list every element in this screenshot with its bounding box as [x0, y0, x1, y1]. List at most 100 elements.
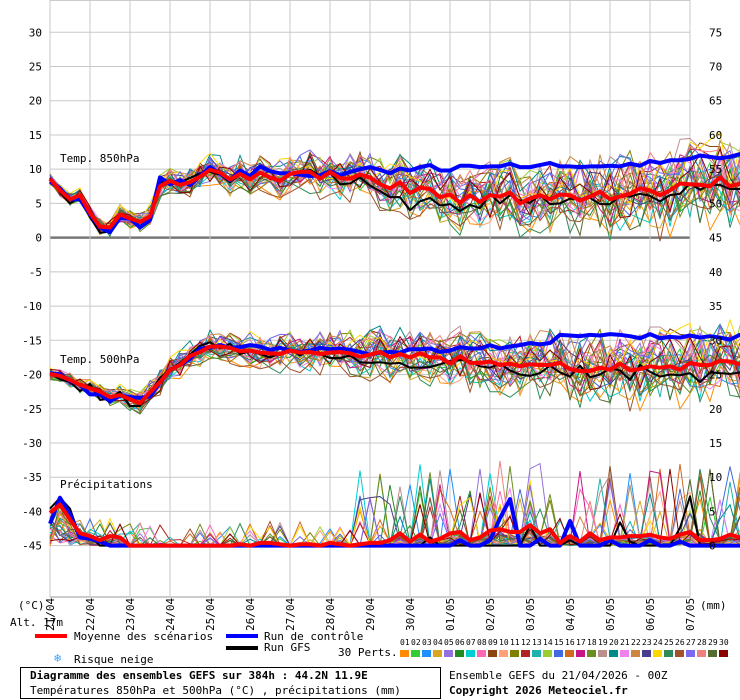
pert-legend-swatch	[697, 650, 706, 657]
pert-legend-label: 26	[675, 638, 685, 647]
right-tick-label: 60	[709, 129, 722, 142]
right-tick-label: 75	[709, 26, 722, 39]
left-tick-label: 15	[29, 129, 42, 142]
left-tick-label: -20	[22, 369, 42, 382]
legend-snow-label: Risque neige	[74, 653, 154, 666]
pert-line-850	[49, 163, 740, 241]
pert-legend-swatch	[422, 650, 431, 657]
pert-legend-swatch	[631, 650, 640, 657]
date-tick-label: 06/05	[644, 598, 657, 631]
legend-control-label: Run de contrôle	[264, 630, 364, 643]
pert-legend-swatch	[653, 650, 662, 657]
pert-legend-swatch	[598, 650, 607, 657]
pert-legend-label: 18	[587, 638, 597, 647]
pert-legend-swatch	[719, 650, 728, 657]
right-tick-label: 30	[709, 334, 722, 347]
left-tick-label: 5	[35, 197, 42, 210]
right-tick-label: 55	[709, 163, 722, 176]
pert-legend-label: 27	[686, 638, 696, 647]
gfs-line-t850	[49, 168, 740, 234]
pert-legend-swatch	[532, 650, 541, 657]
pert-legend-label: 20	[609, 638, 619, 647]
left-tick-label: 25	[29, 60, 42, 73]
right-tick-label: 10	[709, 471, 722, 484]
pert-legend-label: 29	[708, 638, 718, 647]
right-tick-label: 15	[709, 437, 722, 450]
altitude-label: Alt. 17m	[10, 616, 63, 629]
date-tick-label: 04/05	[564, 598, 577, 631]
pert-line-500	[49, 318, 740, 398]
mean-line-t500	[49, 344, 740, 406]
date-tick-label: 01/05	[444, 598, 457, 631]
panel-label-850: Temp. 850hPa	[60, 152, 139, 165]
date-tick-label: 24/04	[164, 598, 177, 631]
pert-line-500	[49, 344, 740, 415]
pert-legend-label: 28	[697, 638, 707, 647]
left-tick-label: 30	[29, 26, 42, 39]
panel-label-500: Temp. 500hPa	[60, 353, 139, 366]
legend-control-swatch	[226, 634, 258, 638]
pert-legend-swatch	[444, 650, 453, 657]
left-tick-label: -5	[29, 266, 42, 279]
right-tick-label: 45	[709, 232, 722, 245]
legend-mean-label: Moyenne des scénarios	[74, 630, 214, 643]
right-tick-label: 50	[709, 197, 722, 210]
pert-legend-swatch	[554, 650, 563, 657]
pert-legend-swatch	[488, 650, 497, 657]
pert-legend-label: 11	[510, 638, 520, 647]
pert-legend-swatch	[433, 650, 442, 657]
panel-label-precip: Précipitations	[60, 478, 153, 491]
pert-legend-swatch	[708, 650, 717, 657]
pert-legend-swatch	[675, 650, 684, 657]
left-tick-label: -35	[22, 471, 42, 484]
left-tick-label: -10	[22, 300, 42, 313]
date-tick-label: 05/05	[604, 598, 617, 631]
pert-legend-swatch	[521, 650, 530, 657]
date-tick-label: 02/05	[484, 598, 497, 631]
left-tick-label: -30	[22, 437, 42, 450]
mean-line-t850	[48, 167, 740, 230]
pert-legend-label: 03	[422, 638, 432, 647]
left-tick-label: -15	[22, 334, 42, 347]
pert-legend-swatch	[455, 650, 464, 657]
right-tick-label: 70	[709, 60, 722, 73]
date-tick-label: 26/04	[244, 598, 257, 631]
pert-legend-swatch	[543, 650, 552, 657]
right-tick-label: 5	[709, 505, 716, 518]
chart-grid	[49, 0, 691, 598]
pert-legend-label: 12	[521, 638, 531, 647]
right-tick-label: 65	[709, 95, 722, 108]
pert-legend-swatch	[664, 650, 673, 657]
footer-info-box	[20, 667, 441, 699]
pert-legend-swatch	[565, 650, 574, 657]
pert-legend-swatch	[510, 650, 519, 657]
pert-legend-label: 01	[400, 638, 410, 647]
legend-mean-swatch	[35, 634, 67, 638]
pert-legend-label: 24	[653, 638, 663, 647]
pert-legend-label: 04	[433, 638, 443, 647]
pert-legend-label: 25	[664, 638, 674, 647]
pert-legend-label: 14	[543, 638, 553, 647]
date-tick-label: 30/04	[404, 598, 417, 631]
pert-legend-swatch	[477, 650, 486, 657]
right-tick-label: 0	[709, 540, 716, 553]
main-series-lines	[48, 152, 740, 548]
pert-legend-label: 15	[554, 638, 564, 647]
left-tick-label: 20	[29, 95, 42, 108]
pert-legend-label: 23	[642, 638, 652, 647]
left-tick-label: -45	[22, 540, 42, 553]
pert-legend-swatch	[400, 650, 409, 657]
pert-legend-swatch	[576, 650, 585, 657]
date-tick-label: 03/05	[524, 598, 537, 631]
date-tick-label: 29/04	[364, 598, 377, 631]
pert-legend-label: 17	[576, 638, 586, 647]
pert-legend-swatch	[587, 650, 596, 657]
date-tick-label: 22/04	[84, 598, 97, 631]
date-tick-label: 25/04	[204, 598, 217, 631]
legend-gfs-label: Run GFS	[264, 641, 311, 654]
pert-line-850	[49, 154, 740, 231]
pert-legend-label: 22	[631, 638, 641, 647]
left-tick-label: 10	[29, 163, 42, 176]
pert-legend-label: 13	[532, 638, 542, 647]
